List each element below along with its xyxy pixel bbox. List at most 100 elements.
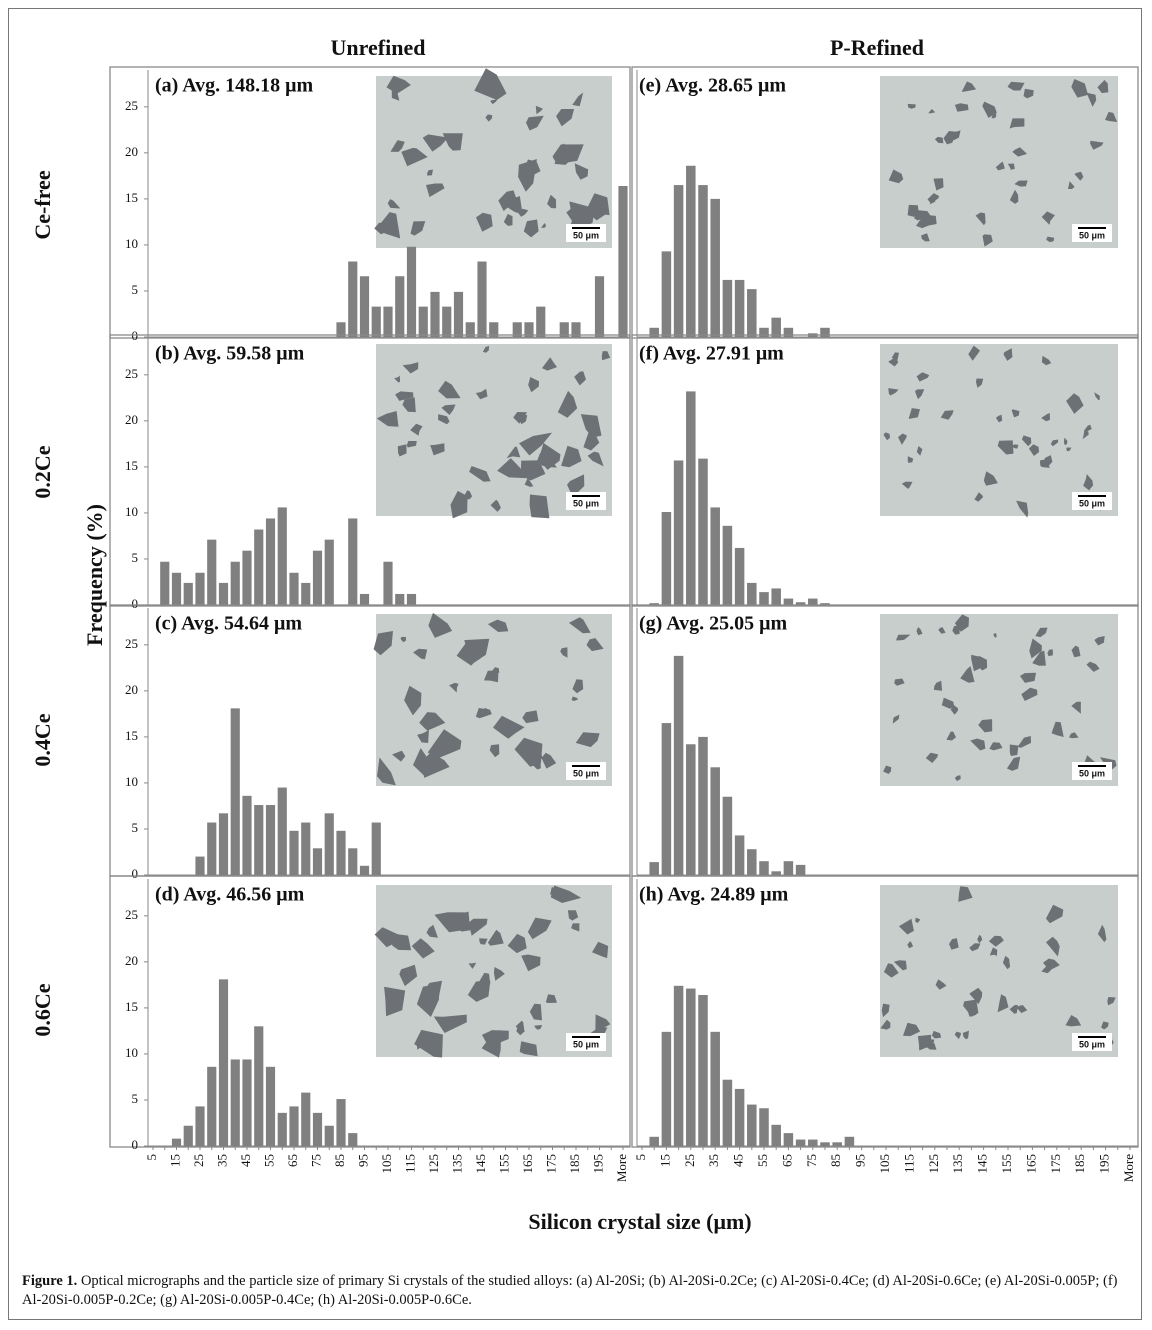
particle [481,1030,501,1058]
particle [487,929,504,946]
particle [507,933,527,954]
y-tick-label: 10 [125,504,138,519]
bar [649,327,659,337]
particle [977,934,983,944]
bar [661,1031,672,1146]
particle [497,458,526,479]
x-tick-label: 125 [926,1154,941,1174]
bar [686,744,696,875]
bar [359,276,370,337]
y-tick-label: 25 [125,907,138,922]
bar [195,856,205,875]
particle [881,1003,890,1018]
particle [1002,955,1011,970]
particle [411,938,435,959]
bar [747,582,757,605]
bar [722,279,733,337]
bar [759,592,769,605]
particle [1074,171,1084,181]
bar [171,572,182,605]
particle [404,685,422,716]
bar [795,864,806,875]
particle [456,642,479,666]
x-tick-label: 35 [214,1154,229,1167]
particle [584,193,610,216]
particle [541,752,557,769]
bar [195,572,205,605]
particle [946,731,956,741]
bar [289,830,299,875]
bar [336,322,346,337]
particle [901,481,913,489]
particle [406,441,417,448]
bar [418,306,428,337]
scale-bar-label: 50 μm [573,498,599,508]
micrograph [880,76,1118,248]
panel-frame [631,334,1139,607]
particle [521,954,541,972]
particle [427,729,462,759]
bar [747,1104,757,1146]
x-tick-label: 95 [355,1154,370,1167]
bar [218,813,229,875]
bar [277,507,287,605]
particle [402,362,419,374]
bar [207,822,217,875]
particle [1028,444,1040,456]
bar [759,1108,769,1146]
particle [916,372,930,382]
bar [698,185,708,337]
bar [395,276,405,337]
x-tick-label: 105 [379,1154,394,1174]
particle [535,105,543,115]
particle [938,627,946,634]
bar [430,291,440,337]
particle [468,962,477,969]
y-tick-label: 15 [125,458,138,473]
particle [529,494,550,519]
micrograph [880,885,1118,1057]
y-tick-label: 10 [125,236,138,251]
particle [1014,180,1028,187]
panel-title: (a) Avg. 148.18 μm [155,75,314,97]
particle [484,670,499,683]
particle [572,92,584,107]
scale-bar-label: 50 μm [1079,1039,1105,1049]
particle [438,380,461,399]
particle [989,742,1003,751]
x-tick-label: 145 [975,1154,990,1174]
particle [1003,348,1013,361]
bar [795,1139,806,1146]
x-tick-label: 155 [999,1154,1014,1174]
particle [482,345,490,353]
particle [554,143,580,165]
bar [301,1092,311,1146]
particle [536,452,557,468]
particle [933,680,943,691]
bar [686,988,696,1146]
particle [950,705,959,715]
bar [301,582,311,605]
bar [649,1136,659,1146]
particle [557,390,578,418]
y-tick-label: 25 [125,98,138,113]
micrograph-particles [883,614,1117,782]
particle [527,748,543,761]
bar [661,723,672,875]
bar [324,813,334,875]
x-tick-label: 175 [543,1154,558,1174]
particle [1021,687,1038,701]
x-tick-label: 155 [496,1154,511,1174]
particle [421,752,450,778]
particle [583,428,600,451]
particle [429,618,436,627]
x-tick-label: 15 [657,1154,672,1167]
particle [528,377,539,393]
bar [673,185,684,337]
particle [927,193,940,204]
particle [520,460,546,481]
particle [898,918,914,935]
particle [989,947,998,956]
particle [489,744,500,758]
bar [618,186,628,337]
